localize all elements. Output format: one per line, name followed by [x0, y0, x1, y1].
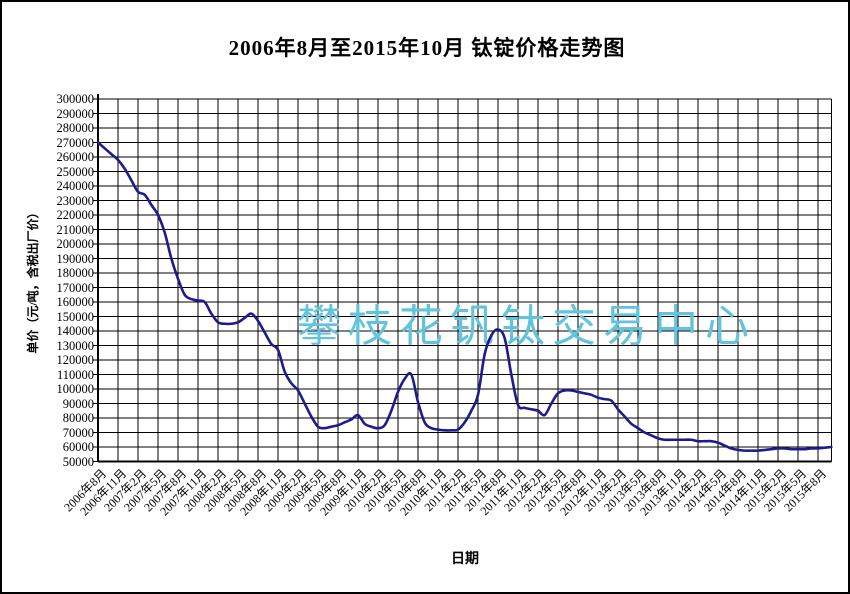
y-tick-label: 90000 — [62, 396, 94, 411]
y-tick-label: 280000 — [56, 121, 95, 135]
y-tick-label: 200000 — [56, 237, 95, 251]
y-tick-label: 180000 — [56, 266, 95, 280]
y-tick-label: 170000 — [56, 280, 95, 295]
y-tick-label: 140000 — [56, 324, 95, 338]
y-tick-label: 160000 — [56, 295, 95, 309]
y-tick-label: 250000 — [56, 164, 95, 179]
y-tick-label: 240000 — [56, 179, 95, 193]
price-line — [96, 141, 833, 452]
chart-title: 2006年8月至2015年10月 钛锭价格走势图 — [228, 36, 626, 60]
watermark-text: 攀枝花钒钛交易中心 — [297, 302, 756, 351]
y-tick-label: 230000 — [56, 193, 95, 208]
x-axis-title: 日期 — [451, 552, 479, 567]
y-tick-label: 80000 — [62, 411, 94, 425]
y-tick-label: 50000 — [62, 454, 94, 469]
y-tick-label: 60000 — [62, 440, 94, 454]
y-axis-title: 单价（元/吨，含税出厂价） — [26, 206, 40, 354]
y-tick-label: 220000 — [56, 208, 95, 222]
y-tick-label: 110000 — [56, 367, 94, 382]
y-tick-label: 70000 — [62, 425, 94, 440]
y-tick-label: 100000 — [56, 382, 95, 396]
y-tick-label: 260000 — [56, 150, 95, 164]
y-tick-label: 270000 — [56, 135, 95, 150]
y-tick-label: 120000 — [56, 353, 95, 367]
y-tick-label: 190000 — [56, 251, 95, 266]
y-tick-label: 210000 — [56, 222, 95, 237]
y-tick-label: 300000 — [56, 92, 95, 106]
y-tick-label: 130000 — [56, 338, 95, 353]
y-tick-label: 150000 — [56, 309, 95, 324]
y-tick-label: 290000 — [56, 106, 95, 121]
